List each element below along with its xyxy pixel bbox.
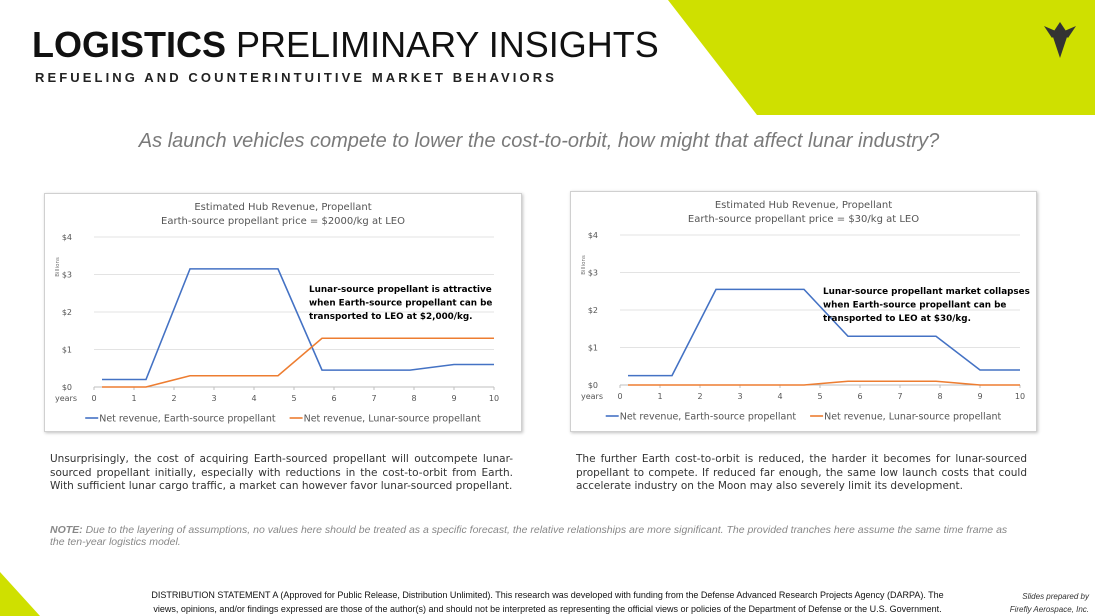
x-tick-label: 4	[251, 394, 256, 403]
x-tick-label: 8	[411, 394, 416, 403]
x-tick-label: 5	[291, 394, 296, 403]
title: LOGISTICS PRELIMINARY INSIGHTS	[32, 24, 659, 66]
note-label: NOTE:	[50, 524, 83, 536]
paragraph: Unsurprisingly, the cost of acquiring Ea…	[50, 453, 513, 492]
x-tick-label: 5	[817, 392, 822, 401]
chart-subtitle: Earth-source propellant price = $30/kg a…	[688, 214, 919, 225]
x-tick-label: 7	[371, 394, 376, 403]
x-tick-label: 4	[777, 392, 782, 401]
x-tick-label: 7	[897, 392, 902, 401]
y-tick-label: $1	[62, 346, 72, 355]
x-tick-label: 3	[211, 394, 216, 403]
y-tick-label: $3	[588, 269, 598, 278]
x-tick-label: 3	[737, 392, 742, 401]
y-tick-label: $4	[62, 233, 72, 242]
x-tick-label: 10	[1015, 392, 1025, 401]
annotation: when Earth-source propellant can be	[823, 301, 1006, 311]
legend-item: Net revenue, Lunar-source propellant	[289, 414, 481, 425]
legend-item: Net revenue, Lunar-source propellant	[810, 412, 1002, 423]
credit-line: Slides prepared by	[1022, 592, 1089, 601]
legend-label: Net revenue, Earth-source propellant	[620, 412, 797, 423]
chart-subtitle: Earth-source propellant price = $2000/kg…	[161, 216, 405, 227]
y-tick-label: $3	[62, 271, 72, 280]
x-tick-label: 2	[697, 392, 702, 401]
note-text: Due to the layering of assumptions, no v…	[50, 524, 1008, 548]
legend-label: Net revenue, Earth-source propellant	[99, 414, 276, 425]
question: As launch vehicles compete to lower the …	[138, 130, 940, 152]
y-tick-label: $1	[588, 344, 598, 353]
green-band	[668, 0, 1095, 115]
distribution: DISTRIBUTION STATEMENT A (Approved for P…	[0, 588, 1095, 616]
title-bold: LOGISTICS	[32, 24, 227, 65]
subtitle: REFUELING AND COUNTERINTUITIVE MARKET BE…	[35, 70, 557, 85]
legend-item: Net revenue, Earth-source propellant	[605, 412, 797, 423]
x-tick-label: 0	[91, 394, 96, 403]
annotation: Lunar-source propellant is attractive	[309, 285, 492, 295]
logo	[1044, 22, 1076, 58]
note: NOTE: Due to the layering of assumptions…	[50, 524, 1010, 548]
chart: Estimated Hub Revenue, Propellant Earth-s…	[570, 191, 1037, 432]
chart-title: Estimated Hub Revenue, Propellant	[194, 202, 371, 213]
annotation: when Earth-source propellant can be	[309, 299, 492, 309]
distribution-line: DISTRIBUTION STATEMENT A (Approved for P…	[151, 590, 944, 600]
annotation: transported to LEO at $30/kg.	[823, 314, 971, 324]
x-tick-label: 10	[489, 394, 499, 403]
data-line	[102, 268, 494, 381]
distribution-line: views, opinions, and/or findings express…	[153, 604, 942, 614]
y-tick-label: $0	[588, 381, 598, 390]
credit: Slides prepared by Firefly Aerospace, In…	[1010, 590, 1089, 616]
x-tick-label: 0	[617, 392, 622, 401]
x-tick-label: 1	[131, 394, 136, 403]
y-tick-label: $2	[62, 308, 72, 317]
chart: Estimated Hub Revenue, Propellant Earth-s…	[44, 193, 522, 432]
y-tick-label: $0	[62, 383, 72, 392]
legend-label: Net revenue, Lunar-source propellant	[824, 412, 1001, 423]
title-regular: PRELIMINARY INSIGHTS	[236, 24, 659, 65]
y-tick-label: $2	[588, 306, 598, 315]
x-tick-label: 6	[857, 392, 862, 401]
x-axis-label: years	[55, 394, 77, 403]
credit-line: Firefly Aerospace, Inc.	[1009, 605, 1089, 614]
legend-item: Net revenue, Earth-source propellant	[85, 414, 276, 425]
chart-title: Estimated Hub Revenue, Propellant	[715, 200, 892, 211]
x-tick-label: 1	[657, 392, 662, 401]
y-axis-label: Billions	[55, 257, 61, 277]
x-tick-label: 9	[977, 392, 982, 401]
x-tick-label: 6	[331, 394, 336, 403]
green-corner	[0, 572, 40, 616]
annotation: Lunar-source propellant market collapses	[823, 287, 1030, 297]
annotation: transported to LEO at $2,000/kg.	[309, 312, 473, 322]
paragraph: The further Earth cost-to-orbit is reduc…	[576, 453, 1027, 492]
y-tick-label: $4	[588, 231, 598, 240]
data-line	[628, 288, 1020, 377]
x-tick-label: 9	[451, 394, 456, 403]
x-tick-label: 2	[171, 394, 176, 403]
x-tick-label: 8	[937, 392, 942, 401]
data-line	[628, 380, 1020, 386]
legend-label: Net revenue, Lunar-source propellant	[304, 414, 481, 425]
data-line	[102, 337, 494, 388]
x-axis-label: years	[581, 392, 603, 401]
y-axis-label: Billions	[581, 255, 587, 275]
